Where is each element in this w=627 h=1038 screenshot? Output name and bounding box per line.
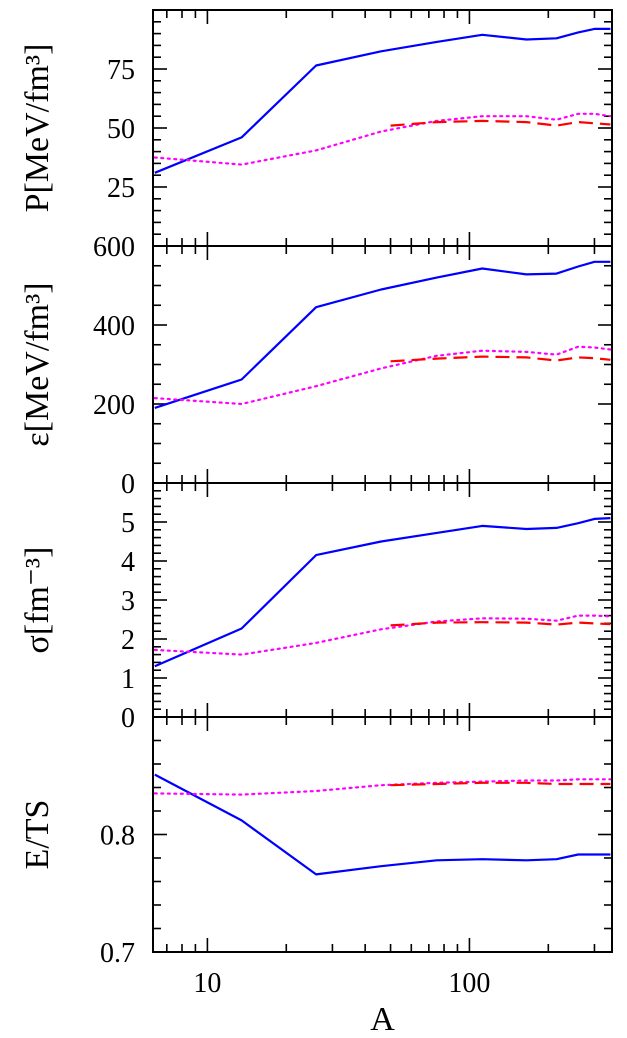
series-dashed-line xyxy=(390,355,611,363)
y-tick-label: 200 xyxy=(93,390,135,421)
panel-3: 0 1 2 3 4 5 σ[fm⁻³] xyxy=(19,482,613,734)
y-tick-label: 400 xyxy=(93,311,135,342)
y-tick-label: 50 xyxy=(107,114,135,145)
y-tick-label: 5 xyxy=(121,508,135,539)
x-axis-title: A xyxy=(370,1001,395,1038)
y-tick-label: 600 xyxy=(93,232,135,263)
series-solid-line xyxy=(154,517,611,668)
series-solid-line xyxy=(154,260,611,409)
series-dotted-line xyxy=(153,614,612,656)
panel-frame xyxy=(152,245,613,484)
y-tick-label: 0 xyxy=(121,703,135,734)
y-tick-label: 1 xyxy=(121,664,135,695)
y-tick-label: 2 xyxy=(121,625,135,656)
y-axis-title: σ[fm⁻³] xyxy=(19,547,56,654)
series-solid-line xyxy=(154,27,611,174)
y-axis-title: E/TS xyxy=(19,800,56,870)
series-dashed-line xyxy=(390,119,611,127)
y-tick-label: 0.8 xyxy=(100,821,135,852)
panel-4: 0.7 0.8 E/TS 10 100 A xyxy=(19,716,613,1038)
panel-1: 25 50 75 P[MeV/fm³] xyxy=(19,9,613,247)
y-tick-label: 0.7 xyxy=(100,938,135,969)
y-tick-label: 3 xyxy=(121,586,135,617)
y-axis-title: ε[MeV/fm³] xyxy=(19,282,56,446)
y-axis-title: P[MeV/fm³] xyxy=(19,44,56,213)
series-dotted-line xyxy=(153,345,612,406)
panel-2: 0 200 400 600 ε[MeV/fm³] xyxy=(19,232,613,500)
y-tick-label: 75 xyxy=(107,55,135,86)
series-dotted-line xyxy=(153,778,612,796)
y-tick-label: 4 xyxy=(121,547,135,578)
series-dashed-line xyxy=(390,621,611,627)
panel-frame xyxy=(152,9,613,247)
y-tick-label: 0 xyxy=(121,469,135,500)
panel-frame xyxy=(152,716,613,953)
y-tick-label: 25 xyxy=(107,173,135,204)
series-dashed-line xyxy=(390,781,611,787)
series-solid-line xyxy=(154,773,611,876)
panel-frame xyxy=(152,482,613,718)
series-dotted-line xyxy=(153,112,612,166)
x-tick-label: 100 xyxy=(448,968,490,999)
x-tick-label: 10 xyxy=(193,968,221,999)
